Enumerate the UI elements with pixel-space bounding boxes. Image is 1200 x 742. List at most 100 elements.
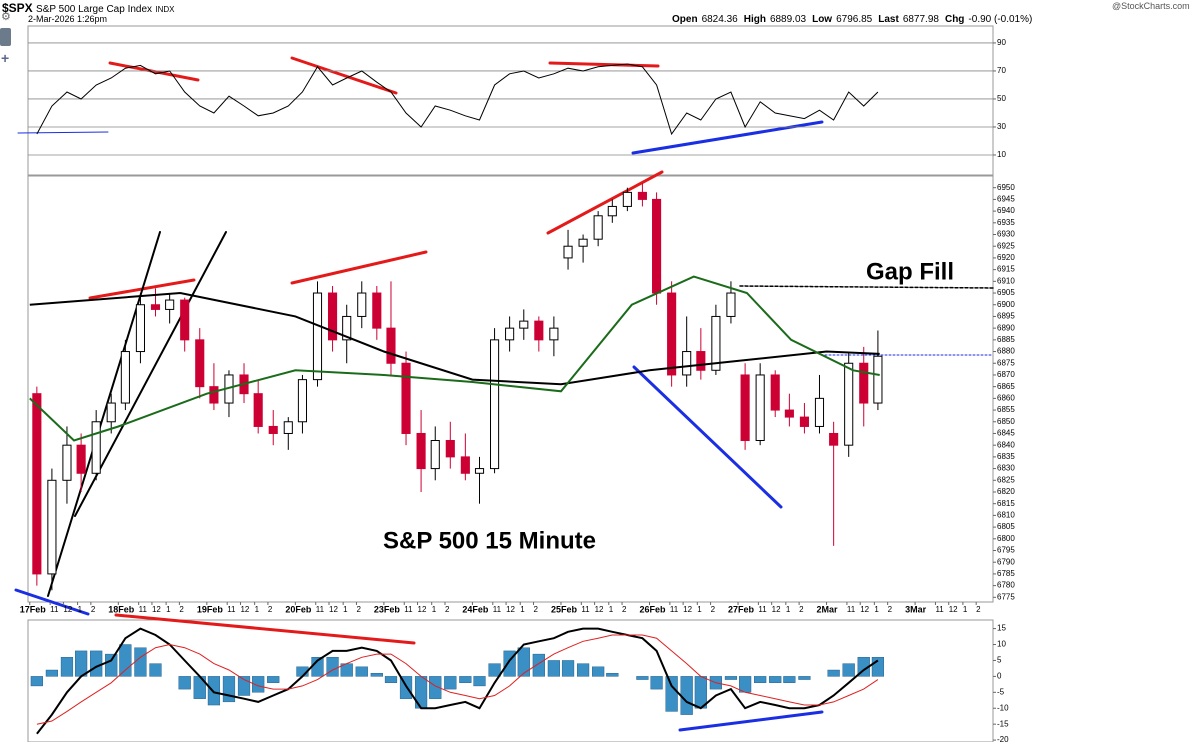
quote-value: 6796.85 [836,14,873,25]
x-tick-label: 12 [860,605,869,614]
y-tick-label: 6815 [997,499,1015,508]
histogram-bar [636,676,649,680]
trendlines [14,56,994,732]
candle-body [682,351,692,376]
x-tick-label: 24Feb [462,604,489,614]
trendline [108,61,200,82]
x-tick-label: 2 [179,605,184,614]
y-tick-label: 6810 [997,511,1015,520]
x-tick-label: 12 [240,605,249,614]
histogram-bar [754,676,767,683]
candle-body [829,432,839,446]
y-tick-label: 6800 [997,534,1015,543]
candle-body [430,439,440,470]
histogram-bar [119,644,132,677]
x-tick-label: 1 [255,605,260,614]
candle-body [327,292,338,341]
y-tick-label: 6915 [997,265,1015,274]
y-tick-label: 90 [997,38,1006,47]
x-tick-label: 2 [711,605,716,614]
x-tick-label: 2 [268,605,273,614]
panel: 10 30 50 70 90 [28,38,1006,159]
y-tick-label: 5 [997,656,1002,665]
y-tick-label: 6950 [997,183,1015,192]
candle-body [209,386,219,404]
histogram-bar [592,666,605,677]
annotation: Gap Fill [866,258,954,285]
x-tick-label: 12 [683,605,692,614]
x-tick-label: 11 [316,605,325,614]
y-tick-label: -15 [997,719,1009,728]
panel-toggle[interactable] [0,28,11,46]
histogram-bar [222,676,236,703]
candle-body [76,444,86,474]
candle-body [799,416,809,427]
candle-body [253,393,263,427]
x-tick-label: 12 [152,605,161,614]
x-tick-label: 11 [404,605,413,614]
x-tick-label: 12 [949,605,958,614]
candle-body [120,351,130,404]
y-tick-label: 6935 [997,218,1015,227]
settings-icon[interactable]: ⚙ [1,11,11,23]
histogram-bar [650,676,663,690]
y-tick-label: 6895 [997,312,1015,321]
candle-body [534,320,544,341]
trendline [14,588,90,616]
y-tick-label: 30 [997,122,1006,131]
candle-body [460,456,470,474]
histogram-bar [326,657,339,677]
x-tick-label: 1 [432,605,437,614]
x-tick-label: 12 [329,605,338,614]
candle-body [607,205,617,217]
quote-label: Open [672,14,698,25]
candle-body [357,292,367,317]
x-tick-label: 26Feb [639,604,666,614]
histogram-bar [75,650,88,677]
candle-body [593,215,603,240]
candle-body [873,355,883,404]
trendline [114,613,416,645]
histogram-bar [561,660,575,677]
histogram-bar [267,676,280,683]
histogram-bar [105,653,118,677]
histogram-bar [207,676,221,706]
x-tick-label: 11 [670,605,679,614]
index-name: S&P 500 Large Cap Index [36,4,153,15]
histogram-bar [237,676,251,696]
y-tick-label: 6845 [997,429,1015,438]
x-tick-label: 3Mar [905,604,927,614]
histogram-bar [488,663,501,677]
histogram-bar [532,653,545,677]
y-tick-label: 6875 [997,358,1015,367]
histogram-bar [178,676,191,690]
x-tick-label: 11 [581,605,590,614]
series-line [29,275,880,442]
x-tick-label: 2 [622,605,627,614]
histogram-bar [517,647,530,677]
y-tick-label: 6790 [997,557,1015,566]
histogram-bar [576,663,590,677]
add-button[interactable]: + [1,50,10,66]
candle-body [312,292,323,381]
quote-value: 6824.36 [701,14,738,25]
candle-body [505,327,515,341]
x-tick-label: 19Feb [197,604,224,614]
y-tick-label: 6880 [997,347,1015,356]
y-tick-label: 0 [997,671,1002,680]
quote-value: 6877.98 [902,14,939,25]
trendline [290,56,398,95]
histogram-bar [827,669,840,677]
histogram-bar [503,650,516,677]
x-tick-label: 11 [139,605,148,614]
candle-body [814,397,825,427]
candle-body [740,374,750,441]
candle-body [47,479,57,575]
series-line [36,63,879,136]
candle-body [667,292,677,376]
x-tick-label: 23Feb [374,604,401,614]
candle-body [784,409,794,418]
y-tick-label: 6885 [997,335,1015,344]
candle-body [578,238,588,247]
